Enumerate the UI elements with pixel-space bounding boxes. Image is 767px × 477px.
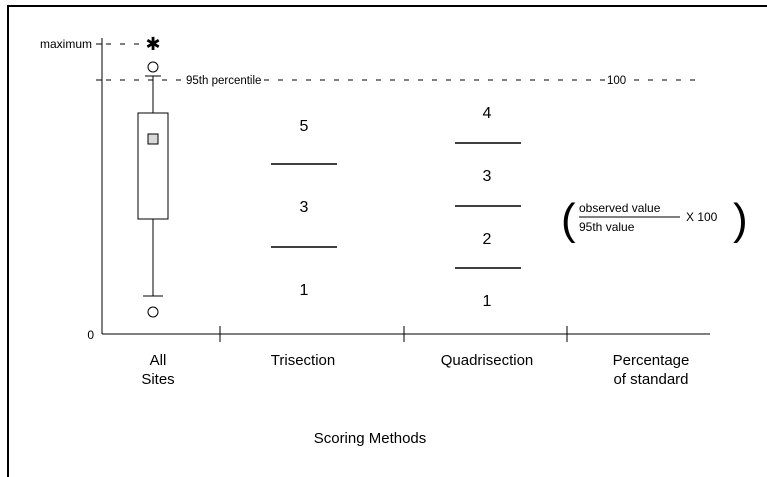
column-label-trisection: Trisection — [271, 352, 335, 369]
formula-multiplier: X 100 — [686, 210, 718, 224]
column-label-of-standard: of standard — [613, 371, 688, 388]
frame-border — [7, 5, 767, 477]
x-axis-title: Scoring Methods — [314, 430, 427, 447]
percentile-label: 95th percentile — [186, 75, 261, 87]
maximum-label: maximum — [40, 37, 92, 51]
mean-marker — [147, 133, 159, 145]
lower-outlier-circle — [147, 306, 159, 318]
trisection-score-top: 5 — [300, 118, 309, 135]
interquartile-box — [137, 112, 169, 220]
trisection-score-bottom: 1 — [300, 282, 309, 299]
quadrisection-score-3: 3 — [483, 168, 492, 185]
quadrisection-score-1: 1 — [483, 293, 492, 310]
formula-open-paren: ( — [561, 195, 576, 244]
column-label-sites: Sites — [141, 371, 174, 388]
trisection-column: 5 3 1 — [271, 118, 337, 299]
zero-label: 0 — [87, 328, 94, 342]
trisection-score-middle: 3 — [300, 199, 309, 216]
formula-denominator: 95th value — [579, 220, 635, 234]
column-label-quadrisection: Quadrisection — [441, 352, 534, 369]
column-label-percentage: Percentage — [613, 352, 690, 369]
quadrisection-score-4: 4 — [483, 105, 492, 122]
percentile-value-label: 100 — [607, 75, 626, 87]
percentage-formula: ( observed value 95th value X 100 ) — [561, 195, 748, 244]
formula-close-paren: ) — [733, 195, 748, 244]
column-label-all: All — [150, 352, 167, 369]
maximum-outlier-asterisk: ✱ — [145, 34, 160, 54]
upper-outlier-circle — [147, 61, 159, 73]
formula-numerator: observed value — [579, 201, 661, 215]
all-sites-boxplot: ✱ — [137, 34, 169, 318]
quadrisection-column: 4 3 2 1 — [455, 105, 521, 310]
quadrisection-score-2: 2 — [483, 231, 492, 248]
